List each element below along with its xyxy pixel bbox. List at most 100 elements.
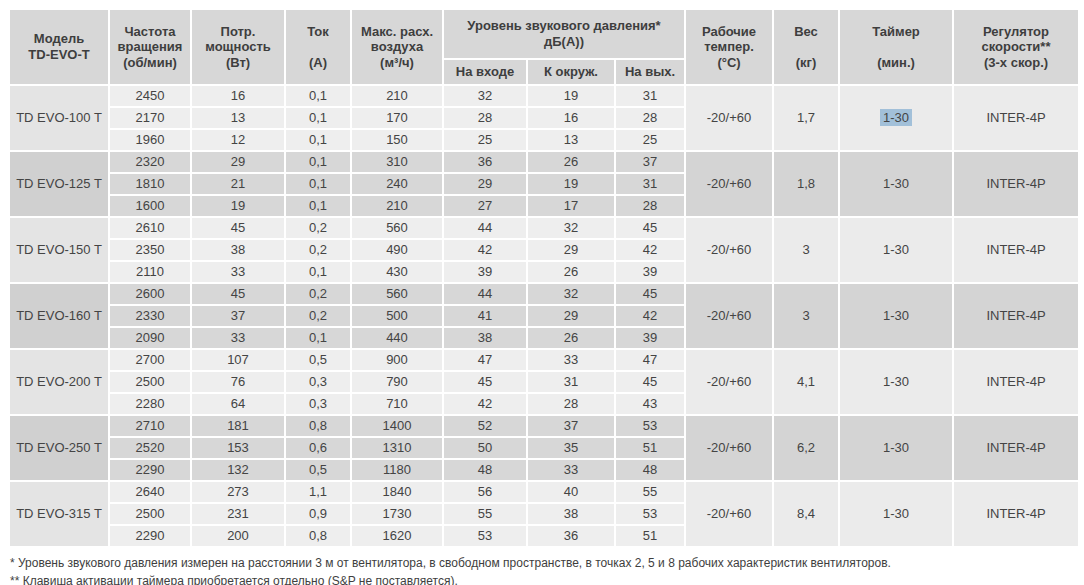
value-cell: 13 [192, 108, 284, 128]
value-cell: 560 [352, 284, 442, 304]
value-cell: 0,1 [286, 86, 350, 106]
value-cell: 28 [528, 394, 614, 414]
value-cell: 0,1 [286, 262, 350, 282]
value-cell: 35 [528, 438, 614, 458]
spec-table: Модель TD-EVO-T Частота вращения (об/мин… [8, 8, 1080, 548]
value-cell: 107 [192, 350, 284, 370]
selected-text-highlight: 1-30 [880, 109, 912, 126]
value-cell: 28 [616, 108, 684, 128]
col-header-sound-outlet: На вых. [616, 60, 684, 84]
value-cell: 28 [444, 108, 526, 128]
weight-cell: 4,1 [774, 350, 838, 414]
value-cell: 12 [192, 130, 284, 150]
catalog-page: Модель TD-EVO-T Частота вращения (об/мин… [0, 0, 1084, 585]
value-cell: 25 [444, 130, 526, 150]
value-cell: 76 [192, 372, 284, 392]
table-header: Модель TD-EVO-T Частота вращения (об/мин… [10, 10, 1078, 84]
value-cell: 2640 [110, 482, 190, 502]
value-cell: 0,5 [286, 460, 350, 480]
regulator-cell: INTER-4P [954, 152, 1078, 216]
timer-cell: 1-30 [840, 284, 952, 348]
value-cell: 1400 [352, 416, 442, 436]
col-header-weight: Вес (кг) [774, 10, 838, 84]
model-cell: TD EVO-200 T [10, 350, 108, 414]
temperature-cell: -20/+60 [686, 482, 772, 546]
value-cell: 29 [192, 152, 284, 172]
table-body: TD EVO-100 T2450160,1210321931-20/+601,7… [10, 86, 1078, 546]
value-cell: 55 [444, 504, 526, 524]
value-cell: 53 [616, 504, 684, 524]
value-cell: 17 [528, 196, 614, 216]
value-cell: 45 [616, 218, 684, 238]
value-cell: 2320 [110, 152, 190, 172]
col-header-sound-ambient: К окруж. [528, 60, 614, 84]
value-cell: 32 [528, 284, 614, 304]
value-cell: 0,1 [286, 152, 350, 172]
value-cell: 1840 [352, 482, 442, 502]
timer-cell: 1-30 [840, 482, 952, 546]
table-row: TD EVO-125 T2320290,1310362637-20/+601,8… [10, 152, 1078, 172]
value-cell: 170 [352, 108, 442, 128]
value-cell: 55 [616, 482, 684, 502]
weight-cell: 6,2 [774, 416, 838, 480]
regulator-cell: INTER-4P [954, 416, 1078, 480]
value-cell: 0,2 [286, 240, 350, 260]
value-cell: 52 [444, 416, 526, 436]
value-cell: 33 [192, 262, 284, 282]
value-cell: 42 [616, 306, 684, 326]
value-cell: 56 [444, 482, 526, 502]
value-cell: 1620 [352, 526, 442, 546]
value-cell: 47 [444, 350, 526, 370]
value-cell: 26 [528, 262, 614, 282]
table-row: TD EVO-200 T27001070,5900473347-20/+604,… [10, 350, 1078, 370]
value-cell: 710 [352, 394, 442, 414]
value-cell: 43 [616, 394, 684, 414]
temperature-cell: -20/+60 [686, 284, 772, 348]
value-cell: 44 [444, 218, 526, 238]
value-cell: 32 [444, 86, 526, 106]
value-cell: 51 [616, 526, 684, 546]
col-header-model: Модель TD-EVO-T [10, 10, 108, 84]
model-cell: TD EVO-100 T [10, 86, 108, 150]
model-cell: TD EVO-150 T [10, 218, 108, 282]
value-cell: 0,2 [286, 284, 350, 304]
table-row: TD EVO-250 T27101810,81400523753-20/+606… [10, 416, 1078, 436]
value-cell: 2610 [110, 218, 190, 238]
value-cell: 0,2 [286, 306, 350, 326]
temperature-cell: -20/+60 [686, 218, 772, 282]
weight-cell: 8,4 [774, 482, 838, 546]
value-cell: 0,1 [286, 108, 350, 128]
value-cell: 38 [528, 504, 614, 524]
value-cell: 200 [192, 526, 284, 546]
footnote-sound-pressure: * Уровень звукового давления измерен на … [10, 554, 1078, 572]
value-cell: 240 [352, 174, 442, 194]
value-cell: 0,1 [286, 328, 350, 348]
value-cell: 50 [444, 438, 526, 458]
value-cell: 2500 [110, 372, 190, 392]
value-cell: 38 [192, 240, 284, 260]
value-cell: 33 [192, 328, 284, 348]
value-cell: 48 [444, 460, 526, 480]
value-cell: 31 [616, 86, 684, 106]
value-cell: 26 [528, 328, 614, 348]
value-cell: 2090 [110, 328, 190, 348]
value-cell: 1600 [110, 196, 190, 216]
value-cell: 25 [616, 130, 684, 150]
value-cell: 45 [192, 284, 284, 304]
table-row: TD EVO-315 T26402731,11840564055-20/+608… [10, 482, 1078, 502]
value-cell: 29 [444, 174, 526, 194]
col-header-sound-pressure: Уровень звукового давления* дБ(А)) [444, 10, 684, 58]
model-cell: TD EVO-160 T [10, 284, 108, 348]
temperature-cell: -20/+60 [686, 416, 772, 480]
temperature-cell: -20/+60 [686, 350, 772, 414]
value-cell: 440 [352, 328, 442, 348]
timer-cell: 1-30 [840, 86, 952, 150]
timer-cell: 1-30 [840, 218, 952, 282]
value-cell: 53 [616, 416, 684, 436]
col-header-timer: Таймер (мин.) [840, 10, 952, 84]
value-cell: 153 [192, 438, 284, 458]
value-cell: 900 [352, 350, 442, 370]
value-cell: 0,1 [286, 174, 350, 194]
value-cell: 210 [352, 86, 442, 106]
col-header-regulator: Регулятор скорости** (3-х скор.) [954, 10, 1078, 84]
